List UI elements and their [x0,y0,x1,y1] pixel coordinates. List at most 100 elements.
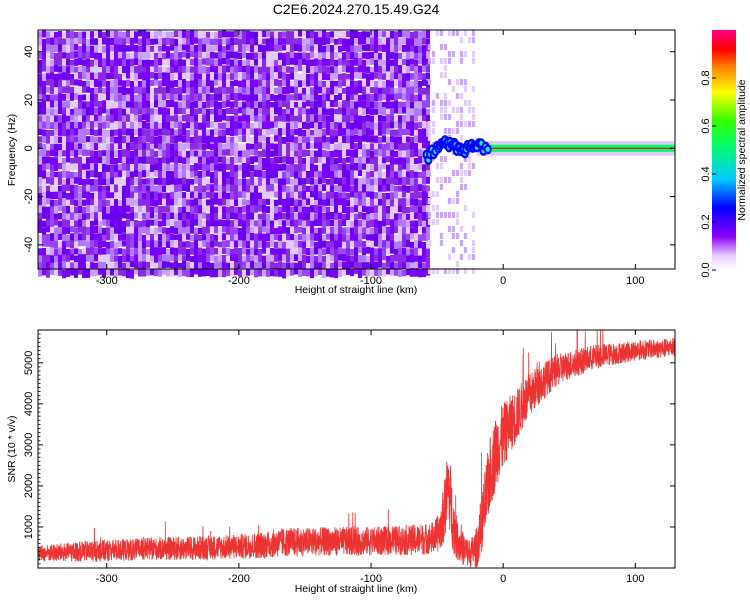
heatmap-cell [427,128,431,134]
heatmap-cell [406,73,410,82]
heatmap-cell [70,150,74,157]
heatmap-cell [190,219,194,228]
heatmap-cell [62,269,66,279]
heatmap-cell [210,65,214,73]
heatmap-cell [178,227,182,236]
heatmap-cell [358,80,362,88]
heatmap-cell [378,59,382,68]
heatmap-cell [366,268,370,277]
heatmap-cell [202,163,206,173]
heatmap-cell [282,79,286,86]
heatmap-cell [250,101,254,110]
heatmap-cell [290,262,294,271]
heatmap-cell [286,94,290,103]
heatmap-cell [130,248,134,256]
heatmap-cell [174,268,178,276]
heatmap-cell [206,184,210,191]
heatmap-cell [214,164,218,172]
heatmap-cell [394,129,398,136]
heatmap-cell [182,157,186,164]
heatmap-cell [206,100,210,108]
heatmap-cell [310,38,314,47]
heatmap-cell [455,198,459,204]
heatmap-cell [222,143,226,151]
heatmap-cell [286,129,290,138]
heatmap-cell [202,177,206,185]
heatmap-cell [422,142,426,149]
heatmap-cell [194,262,198,270]
heatmap-cell [451,247,455,253]
heatmap-cell [38,66,42,74]
heatmap-cell [134,226,138,236]
heatmap-cell [70,185,74,194]
heatmap-cell [222,58,226,65]
heatmap-cell [463,121,467,127]
heatmap-cell [382,192,386,200]
heatmap-cell [406,240,410,248]
heatmap-cell [90,66,94,75]
heatmap-cell [382,254,386,261]
heatmap-cell [118,212,122,221]
heatmap-cell [386,255,390,263]
heatmap-cell [306,108,310,115]
heatmap-cell [190,101,194,110]
heatmap-cell [190,206,194,215]
heatmap-cell [326,108,330,116]
heatmap-cell [310,220,314,228]
heatmap-cell [226,86,230,94]
heatmap-cell [370,115,374,124]
heatmap-cell [398,122,402,132]
heatmap-cell [314,205,318,214]
heatmap-cell [422,58,426,66]
heatmap-cell [418,37,422,46]
heatmap-cell [398,73,402,82]
heatmap-cell [42,261,46,270]
heatmap-cell [90,51,94,59]
heatmap-cell [238,156,242,163]
heatmap-cell [62,206,66,214]
heatmap-cell [318,198,322,206]
heatmap-cell [218,156,222,163]
heatmap-cell [378,255,382,263]
heatmap-cell [102,179,106,185]
heatmap-cell [346,128,350,138]
heatmap-cell [330,122,334,130]
heatmap-cell [150,248,154,258]
heatmap-cell [314,150,318,158]
heatmap-cell [62,212,66,221]
heatmap-cell [226,94,230,102]
heatmap-cell [234,58,238,67]
heatmap-cell [126,107,130,117]
heatmap-cell [238,212,242,220]
heatmap-cell [386,164,390,173]
heatmap-cell [174,87,178,97]
heatmap-cell [262,184,266,192]
heatmap-cell [226,184,230,192]
heatmap-cell [142,268,146,277]
heatmap-cell [342,234,346,243]
heatmap-cell [94,107,98,114]
heatmap-cell [390,129,394,138]
heatmap-cell [78,192,82,199]
heatmap-cell [94,129,98,136]
heatmap-cell [86,255,90,262]
heatmap-cell [206,269,210,276]
heatmap-cell [426,87,430,96]
heatmap-cell [378,87,382,95]
heatmap-cell [447,177,451,183]
heatmap-cell [318,107,322,117]
heatmap-cell [306,44,310,52]
heatmap-cell [110,72,114,80]
heatmap-cell [366,93,370,102]
heatmap-cell [298,115,302,124]
heatmap-cell [214,79,218,86]
heatmap-cell [270,37,274,46]
heatmap-cell [314,164,318,173]
heatmap-cell [66,93,70,100]
heatmap-cell [390,184,394,192]
heatmap-cell [94,262,98,272]
heatmap-cell [426,262,430,272]
heatmap-cell [122,255,126,263]
heatmap-cell [150,227,154,235]
heatmap-cell [174,38,178,47]
